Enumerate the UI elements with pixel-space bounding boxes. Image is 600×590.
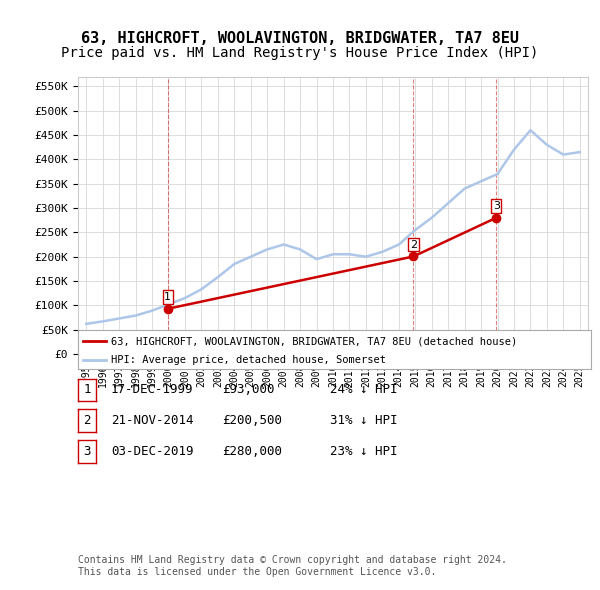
Text: 17-DEC-1999: 17-DEC-1999: [111, 384, 193, 396]
Text: 1: 1: [83, 384, 91, 396]
Text: 3: 3: [493, 201, 500, 211]
Text: HPI: Average price, detached house, Somerset: HPI: Average price, detached house, Some…: [112, 355, 386, 365]
Text: 21-NOV-2014: 21-NOV-2014: [111, 414, 193, 427]
Text: 2: 2: [410, 240, 417, 250]
Text: £280,000: £280,000: [222, 445, 282, 458]
Text: 24% ↓ HPI: 24% ↓ HPI: [330, 384, 398, 396]
Text: 31% ↓ HPI: 31% ↓ HPI: [330, 414, 398, 427]
Text: 2: 2: [83, 414, 91, 427]
Text: 3: 3: [83, 445, 91, 458]
Text: 23% ↓ HPI: 23% ↓ HPI: [330, 445, 398, 458]
Text: Price paid vs. HM Land Registry's House Price Index (HPI): Price paid vs. HM Land Registry's House …: [61, 46, 539, 60]
Text: 1: 1: [164, 292, 172, 302]
Text: 63, HIGHCROFT, WOOLAVINGTON, BRIDGWATER, TA7 8EU: 63, HIGHCROFT, WOOLAVINGTON, BRIDGWATER,…: [81, 31, 519, 46]
Text: 63, HIGHCROFT, WOOLAVINGTON, BRIDGWATER, TA7 8EU (detached house): 63, HIGHCROFT, WOOLAVINGTON, BRIDGWATER,…: [112, 336, 518, 346]
Text: 03-DEC-2019: 03-DEC-2019: [111, 445, 193, 458]
Text: Contains HM Land Registry data © Crown copyright and database right 2024.
This d: Contains HM Land Registry data © Crown c…: [78, 555, 507, 577]
Text: £200,500: £200,500: [222, 414, 282, 427]
Text: £93,000: £93,000: [222, 384, 275, 396]
